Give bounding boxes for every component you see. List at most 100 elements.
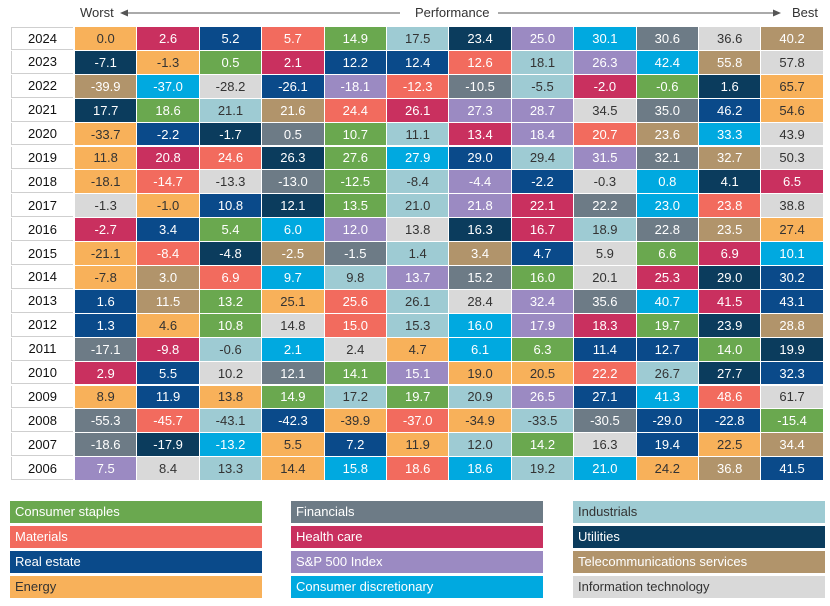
value-cell: -2.2	[511, 170, 574, 194]
value-cell: 0.8	[636, 170, 698, 194]
value-cell: 18.9	[574, 218, 636, 242]
value-cell: -55.3	[75, 409, 137, 433]
value-cell: 17.2	[324, 385, 386, 409]
value-cell: 23.9	[699, 313, 761, 337]
value-cell: 35.0	[636, 98, 698, 122]
value-cell: 15.0	[324, 313, 386, 337]
value-cell: 8.4	[137, 457, 199, 481]
value-cell: -2.5	[262, 242, 324, 265]
value-cell: -1.3	[137, 50, 199, 74]
value-cell: 13.3	[199, 457, 262, 481]
year-label: 2024	[11, 27, 73, 50]
value-cell: 18.6	[137, 98, 199, 122]
worst-label: Worst	[80, 5, 114, 20]
performance-grid: 2024 0.0 2.6 5.2 5.7 14.9 17.5 23.4 25.0 30.1 30.6…	[11, 27, 824, 485]
value-cell: 4.7	[387, 337, 449, 361]
value-cell: 15.1	[387, 361, 449, 385]
value-cell: 19.4	[636, 433, 698, 457]
value-cell: -8.4	[137, 242, 199, 265]
value-cell: 50.3	[761, 146, 823, 170]
value-cell: 20.8	[137, 146, 199, 170]
value-cell: 38.8	[761, 194, 823, 218]
year-label: 2019	[11, 146, 73, 170]
value-cell: 12.0	[449, 433, 511, 457]
value-cell: 27.7	[699, 361, 761, 385]
value-cell: -13.3	[199, 170, 262, 194]
value-cell: 13.5	[324, 194, 386, 218]
year-label: 2012	[11, 313, 73, 337]
value-cell: 19.7	[387, 385, 449, 409]
value-cell: 19.2	[511, 457, 574, 481]
year-label: 2008	[11, 409, 73, 433]
year-label: 2006	[11, 457, 73, 481]
value-cell: -13.0	[262, 170, 324, 194]
value-cell: 32.3	[761, 361, 823, 385]
value-cell: 36.8	[699, 457, 761, 481]
year-label: 2016	[11, 218, 73, 242]
value-cell: 11.9	[387, 433, 449, 457]
value-cell: 23.5	[699, 218, 761, 242]
value-cell: -7.1	[75, 50, 137, 74]
value-cell: 6.1	[449, 337, 511, 361]
value-cell: 20.9	[449, 385, 511, 409]
value-cell: 13.7	[387, 266, 449, 289]
chart-header: Worst Performance Best	[0, 0, 830, 26]
value-cell: 14.8	[262, 313, 324, 337]
value-cell: 24.6	[199, 146, 262, 170]
value-cell: 18.3	[574, 313, 636, 337]
value-cell: -15.4	[761, 409, 823, 433]
value-cell: 11.8	[75, 146, 137, 170]
year-label: 2022	[11, 74, 73, 98]
value-cell: -0.6	[636, 74, 698, 98]
value-cell: -9.8	[137, 337, 199, 361]
value-cell: 18.6	[449, 457, 511, 481]
value-cell: 8.9	[75, 385, 137, 409]
value-cell: 41.5	[761, 457, 823, 481]
value-cell: 19.9	[761, 337, 823, 361]
value-cell: 22.2	[574, 194, 636, 218]
value-cell: 12.0	[324, 218, 386, 242]
value-cell: 32.4	[511, 289, 574, 313]
value-cell: -1.0	[137, 194, 199, 218]
value-cell: 0.5	[199, 50, 262, 74]
value-cell: 17.5	[387, 27, 449, 50]
value-cell: 14.1	[324, 361, 386, 385]
value-cell: -1.5	[324, 242, 386, 265]
value-cell: 0.5	[262, 122, 324, 146]
value-cell: 3.0	[137, 266, 199, 289]
value-cell: 10.1	[761, 242, 823, 265]
value-cell: -17.9	[137, 433, 199, 457]
legend-item-ut: Utilities	[573, 526, 825, 548]
value-cell: 40.2	[761, 27, 823, 50]
value-cell: -28.2	[199, 74, 262, 98]
value-cell: 21.8	[449, 194, 511, 218]
year-label: 2011	[11, 337, 73, 361]
legend: Consumer staples Financials Industrials Mat…	[0, 498, 830, 602]
value-cell: 54.6	[761, 98, 823, 122]
value-cell: 12.2	[324, 50, 386, 74]
value-cell: 16.3	[574, 433, 636, 457]
value-cell: 16.0	[449, 313, 511, 337]
year-label: 2017	[11, 194, 73, 218]
value-cell: -17.1	[75, 337, 137, 361]
value-cell: 5.5	[262, 433, 324, 457]
year-label: 2021	[11, 98, 73, 122]
value-cell: -33.7	[75, 122, 137, 146]
year-label: 2009	[11, 385, 73, 409]
value-cell: 2.1	[262, 50, 324, 74]
value-cell: 19.0	[449, 361, 511, 385]
value-cell: 46.2	[699, 98, 761, 122]
value-cell: 27.4	[761, 218, 823, 242]
value-cell: 10.2	[199, 361, 262, 385]
value-cell: -21.1	[75, 242, 137, 265]
value-cell: 33.3	[699, 122, 761, 146]
value-cell: 22.8	[636, 218, 698, 242]
value-cell: 5.4	[199, 218, 262, 242]
value-cell: 14.2	[511, 433, 574, 457]
value-cell: 16.7	[511, 218, 574, 242]
value-cell: 4.1	[699, 170, 761, 194]
value-cell: 5.7	[262, 27, 324, 50]
value-cell: 9.8	[324, 266, 386, 289]
value-cell: 27.3	[449, 98, 511, 122]
legend-item-ind: Industrials	[573, 501, 825, 523]
